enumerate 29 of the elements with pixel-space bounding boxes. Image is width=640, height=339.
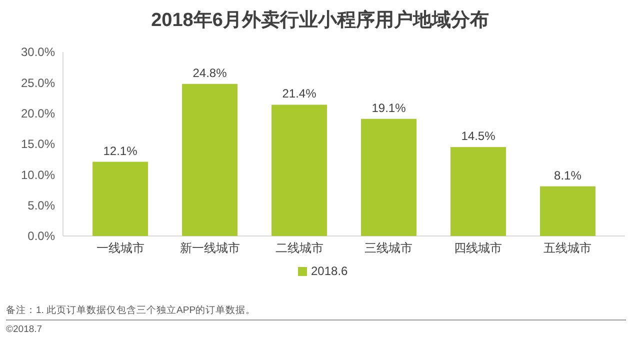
data-label: 24.8% bbox=[192, 66, 228, 80]
y-tick-label: 5.0% bbox=[28, 198, 56, 213]
bar bbox=[450, 147, 506, 236]
y-tick-label: 10.0% bbox=[20, 168, 56, 182]
data-label: 12.1% bbox=[103, 144, 138, 158]
legend-label: 2018.6 bbox=[311, 264, 348, 278]
x-tick-label: 五线城市 bbox=[544, 241, 592, 255]
y-tick-label: 25.0% bbox=[20, 76, 56, 90]
y-tick-label: 30.0% bbox=[20, 45, 56, 60]
x-tick-label: 三线城市 bbox=[364, 241, 413, 255]
x-tick-label: 四线城市 bbox=[454, 241, 502, 255]
bar bbox=[540, 186, 596, 236]
data-label: 21.4% bbox=[282, 86, 317, 101]
x-tick-label: 二线城市 bbox=[275, 241, 324, 255]
y-tick-label: 15.0% bbox=[20, 137, 56, 152]
data-label: 14.5% bbox=[461, 129, 496, 144]
bar bbox=[92, 162, 148, 236]
bar bbox=[272, 104, 327, 236]
data-label: 19.1% bbox=[372, 100, 406, 115]
y-tick-label: 0.0% bbox=[28, 229, 56, 244]
y-tick-label: 20.0% bbox=[20, 106, 56, 121]
data-label: 8.1% bbox=[554, 168, 582, 182]
bar bbox=[361, 118, 416, 236]
text: ©2018.7 bbox=[6, 324, 42, 335]
x-tick-label: 新一线城市 bbox=[180, 241, 240, 255]
text: 备注：1. 此页订单数据仅包含三个独立APP的订单数据。 bbox=[6, 304, 256, 316]
chart-title: 2018年6月外卖行业小程序用户地域分布 bbox=[151, 9, 489, 31]
x-tick-label: 一线城市 bbox=[96, 241, 144, 255]
bar bbox=[182, 84, 238, 236]
